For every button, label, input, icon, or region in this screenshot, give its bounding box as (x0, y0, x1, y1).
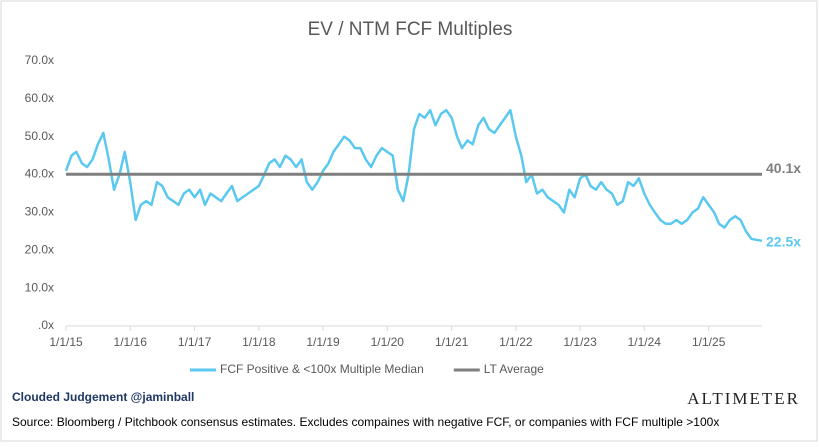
series-line (64, 108, 763, 243)
x-tick-label: 1/1/22 (499, 335, 533, 349)
end-label: 40.1x (766, 160, 801, 176)
y-tick-label: .0x (38, 318, 54, 332)
y-tick-label: 60.0x (25, 91, 54, 105)
legend-label: FCF Positive & <100x Multiple Median (220, 362, 424, 376)
y-tick-label: 40.0x (25, 167, 54, 181)
x-tick-label: 1/1/19 (306, 335, 340, 349)
y-tick-label: 50.0x (25, 129, 54, 143)
end-label: 22.5x (766, 234, 801, 250)
brand: Clouded Judgement @jaminball (12, 390, 194, 404)
y-tick-label: 30.0x (25, 205, 54, 219)
x-tick-label: 1/1/23 (563, 335, 597, 349)
x-tick-label: 1/1/25 (692, 335, 726, 349)
x-tick-label: 1/1/18 (242, 335, 276, 349)
x-tick-label: 1/1/17 (178, 335, 212, 349)
logo: ALTIMETER (687, 389, 800, 408)
source-note: Source: Bloomberg / Pitchbook consensus … (12, 415, 719, 429)
y-tick-label: 10.0x (25, 280, 54, 294)
legend-label: LT Average (484, 362, 544, 376)
x-tick-label: 1/1/20 (371, 335, 405, 349)
y-tick-label: 20.0x (25, 242, 54, 256)
x-tick-label: 1/1/16 (114, 335, 148, 349)
x-tick-label: 1/1/24 (628, 335, 662, 349)
y-tick-label: 70.0x (25, 53, 54, 67)
x-tick-label: 1/1/15 (49, 335, 83, 349)
x-tick-label: 1/1/21 (435, 335, 469, 349)
chart-title: EV / NTM FCF Multiples (308, 19, 513, 40)
